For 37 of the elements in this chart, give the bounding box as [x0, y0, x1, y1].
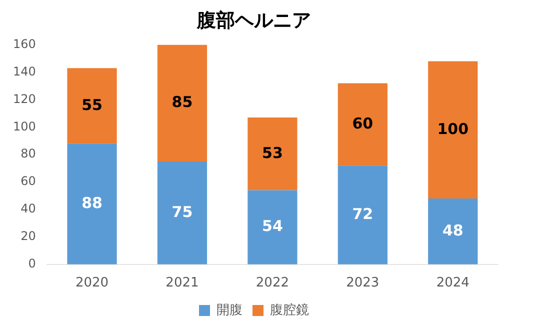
legend-label: 開腹	[216, 302, 242, 318]
data-label: 85	[172, 93, 193, 112]
data-label: 55	[82, 96, 102, 114]
bar	[248, 190, 298, 264]
data-label: 53	[262, 144, 283, 162]
bar	[248, 118, 298, 190]
data-label: 100	[437, 120, 469, 138]
y-tick-label: 60	[20, 174, 36, 188]
bar	[157, 44, 208, 162]
y-tick-label: 80	[20, 146, 36, 161]
data-label: 48	[442, 221, 464, 240]
x-tick-label: 2020	[75, 276, 109, 291]
bar	[67, 68, 117, 144]
y-tick-label: 0	[28, 256, 36, 271]
y-tick-label: 40	[20, 202, 36, 216]
x-tick-label: 2024	[436, 276, 470, 291]
bar	[67, 144, 117, 264]
bar	[157, 161, 208, 264]
x-tick-label: 2021	[166, 276, 199, 291]
bar	[338, 166, 388, 264]
y-tick-label: 160	[13, 36, 36, 51]
y-tick-label: 120	[13, 92, 36, 106]
y-tick-label: 100	[13, 119, 36, 134]
data-label: 75	[172, 202, 193, 221]
chart-title: 腹部ヘルニア	[196, 9, 311, 32]
x-tick-label: 2022	[256, 276, 289, 291]
legend-label: 腹腔鏡	[270, 302, 309, 318]
data-label: 88	[82, 194, 102, 212]
bar	[428, 61, 478, 199]
data-label: 60	[352, 114, 374, 132]
data-label: 54	[262, 217, 283, 236]
bar	[428, 198, 478, 264]
y-tick-label: 140	[13, 64, 36, 78]
x-tick-label: 2023	[346, 276, 380, 291]
data-label: 72	[352, 204, 374, 223]
bar	[338, 83, 388, 166]
y-tick-label: 20	[20, 229, 36, 244]
